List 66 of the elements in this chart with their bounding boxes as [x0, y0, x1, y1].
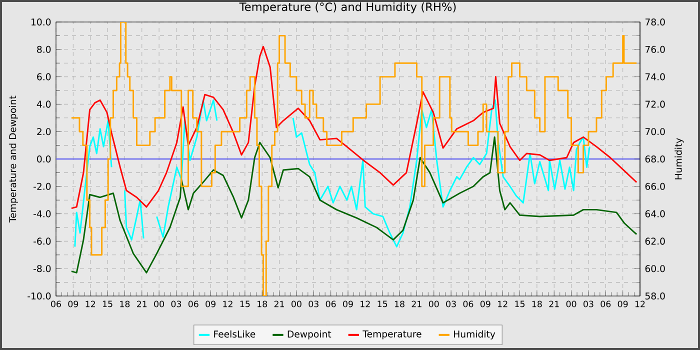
- x-tick-label: 18: [394, 300, 404, 308]
- x-tick-label: 03: [446, 300, 456, 308]
- y-tick-label: -2.0: [34, 182, 51, 190]
- legend-label: Temperature: [362, 330, 422, 340]
- y-tick-label: 4.0: [36, 100, 51, 108]
- y-tick-label: 6.0: [37, 73, 51, 80]
- y-tick-label: -8.0: [34, 265, 51, 272]
- legend-label: Humidity: [454, 330, 496, 340]
- x-tick-label: 12: [86, 300, 95, 308]
- x-tick-label: 06: [51, 300, 61, 308]
- x-tick-label: 09: [480, 300, 490, 308]
- x-tick-label: 12: [360, 300, 370, 308]
- y-tick-label: -4.0: [34, 210, 51, 218]
- x-tick-label: 09: [68, 300, 78, 308]
- x-tick-label: 15: [240, 300, 250, 308]
- y2-tick-label: 66.0: [645, 182, 665, 190]
- x-tick-label: 21: [274, 300, 284, 308]
- y2-tick-label: 68.0: [645, 155, 665, 163]
- chart-title: Temperature (°C) and Humidity (RH%): [239, 2, 456, 14]
- x-tick-label: 00: [566, 300, 576, 308]
- y2-tick-label: 74.0: [645, 73, 665, 80]
- x-tick-label: 06: [600, 300, 611, 308]
- y2-axis-title: Humidity: [674, 138, 684, 180]
- y2-tick-label: 70.0: [645, 128, 665, 136]
- y2-tick-label: 64.0: [645, 210, 665, 218]
- x-tick-label: 03: [171, 300, 182, 308]
- y-tick-label: 10.0: [32, 18, 51, 26]
- x-tick-label: 18: [258, 300, 268, 308]
- x-tick-label: 06: [463, 300, 474, 308]
- x-tick-label: 12: [223, 300, 232, 308]
- y-tick-label: 8.0: [37, 46, 51, 53]
- x-tick-label: 06: [188, 300, 198, 308]
- x-tick-label: 15: [378, 300, 388, 308]
- y2-tick-label: 78.0: [645, 18, 665, 26]
- y-tick-label: 2.0: [37, 128, 51, 136]
- x-tick-label: 12: [498, 300, 508, 308]
- legend-label: FeelsLike: [214, 330, 256, 338]
- y-tick-label: -10.0: [28, 292, 51, 300]
- x-tick-label: 06: [326, 300, 336, 308]
- y2-tick-label: 58.0: [645, 292, 665, 300]
- x-tick-label: 03: [308, 300, 318, 308]
- y2-tick-label: 76.0: [645, 46, 665, 53]
- x-tick-label: 18: [120, 300, 130, 308]
- x-tick-label: 21: [412, 300, 422, 308]
- x-tick-label: 12: [635, 300, 645, 308]
- x-tick-label: 00: [154, 300, 164, 308]
- line-series: [70, 136, 638, 274]
- x-tick-label: 15: [515, 300, 525, 308]
- x-tick-label: 00: [292, 300, 302, 308]
- x-tick-label: 03: [584, 300, 594, 308]
- x-tick-label: 09: [343, 300, 353, 308]
- y2-tick-label: 60.0: [645, 265, 665, 272]
- y2-tick-label: 72.0: [645, 100, 665, 108]
- x-tick-label: 00: [428, 300, 439, 308]
- x-tick-label: 21: [549, 300, 559, 308]
- y2-tick-label: 62.0: [645, 238, 665, 245]
- y-axis-title: Temperature and Dewpoint: [8, 96, 18, 223]
- x-tick-label: 21: [136, 300, 147, 308]
- x-tick-label: 15: [102, 300, 112, 308]
- line-series: [70, 46, 638, 210]
- y-tick-label: -6.0: [34, 238, 51, 245]
- x-tick-label: 18: [532, 300, 542, 308]
- y-tick-label: 0.0: [37, 155, 51, 163]
- legend-label: Dewpoint: [288, 330, 332, 340]
- x-tick-label: 09: [618, 300, 628, 308]
- x-tick-label: 09: [206, 300, 216, 308]
